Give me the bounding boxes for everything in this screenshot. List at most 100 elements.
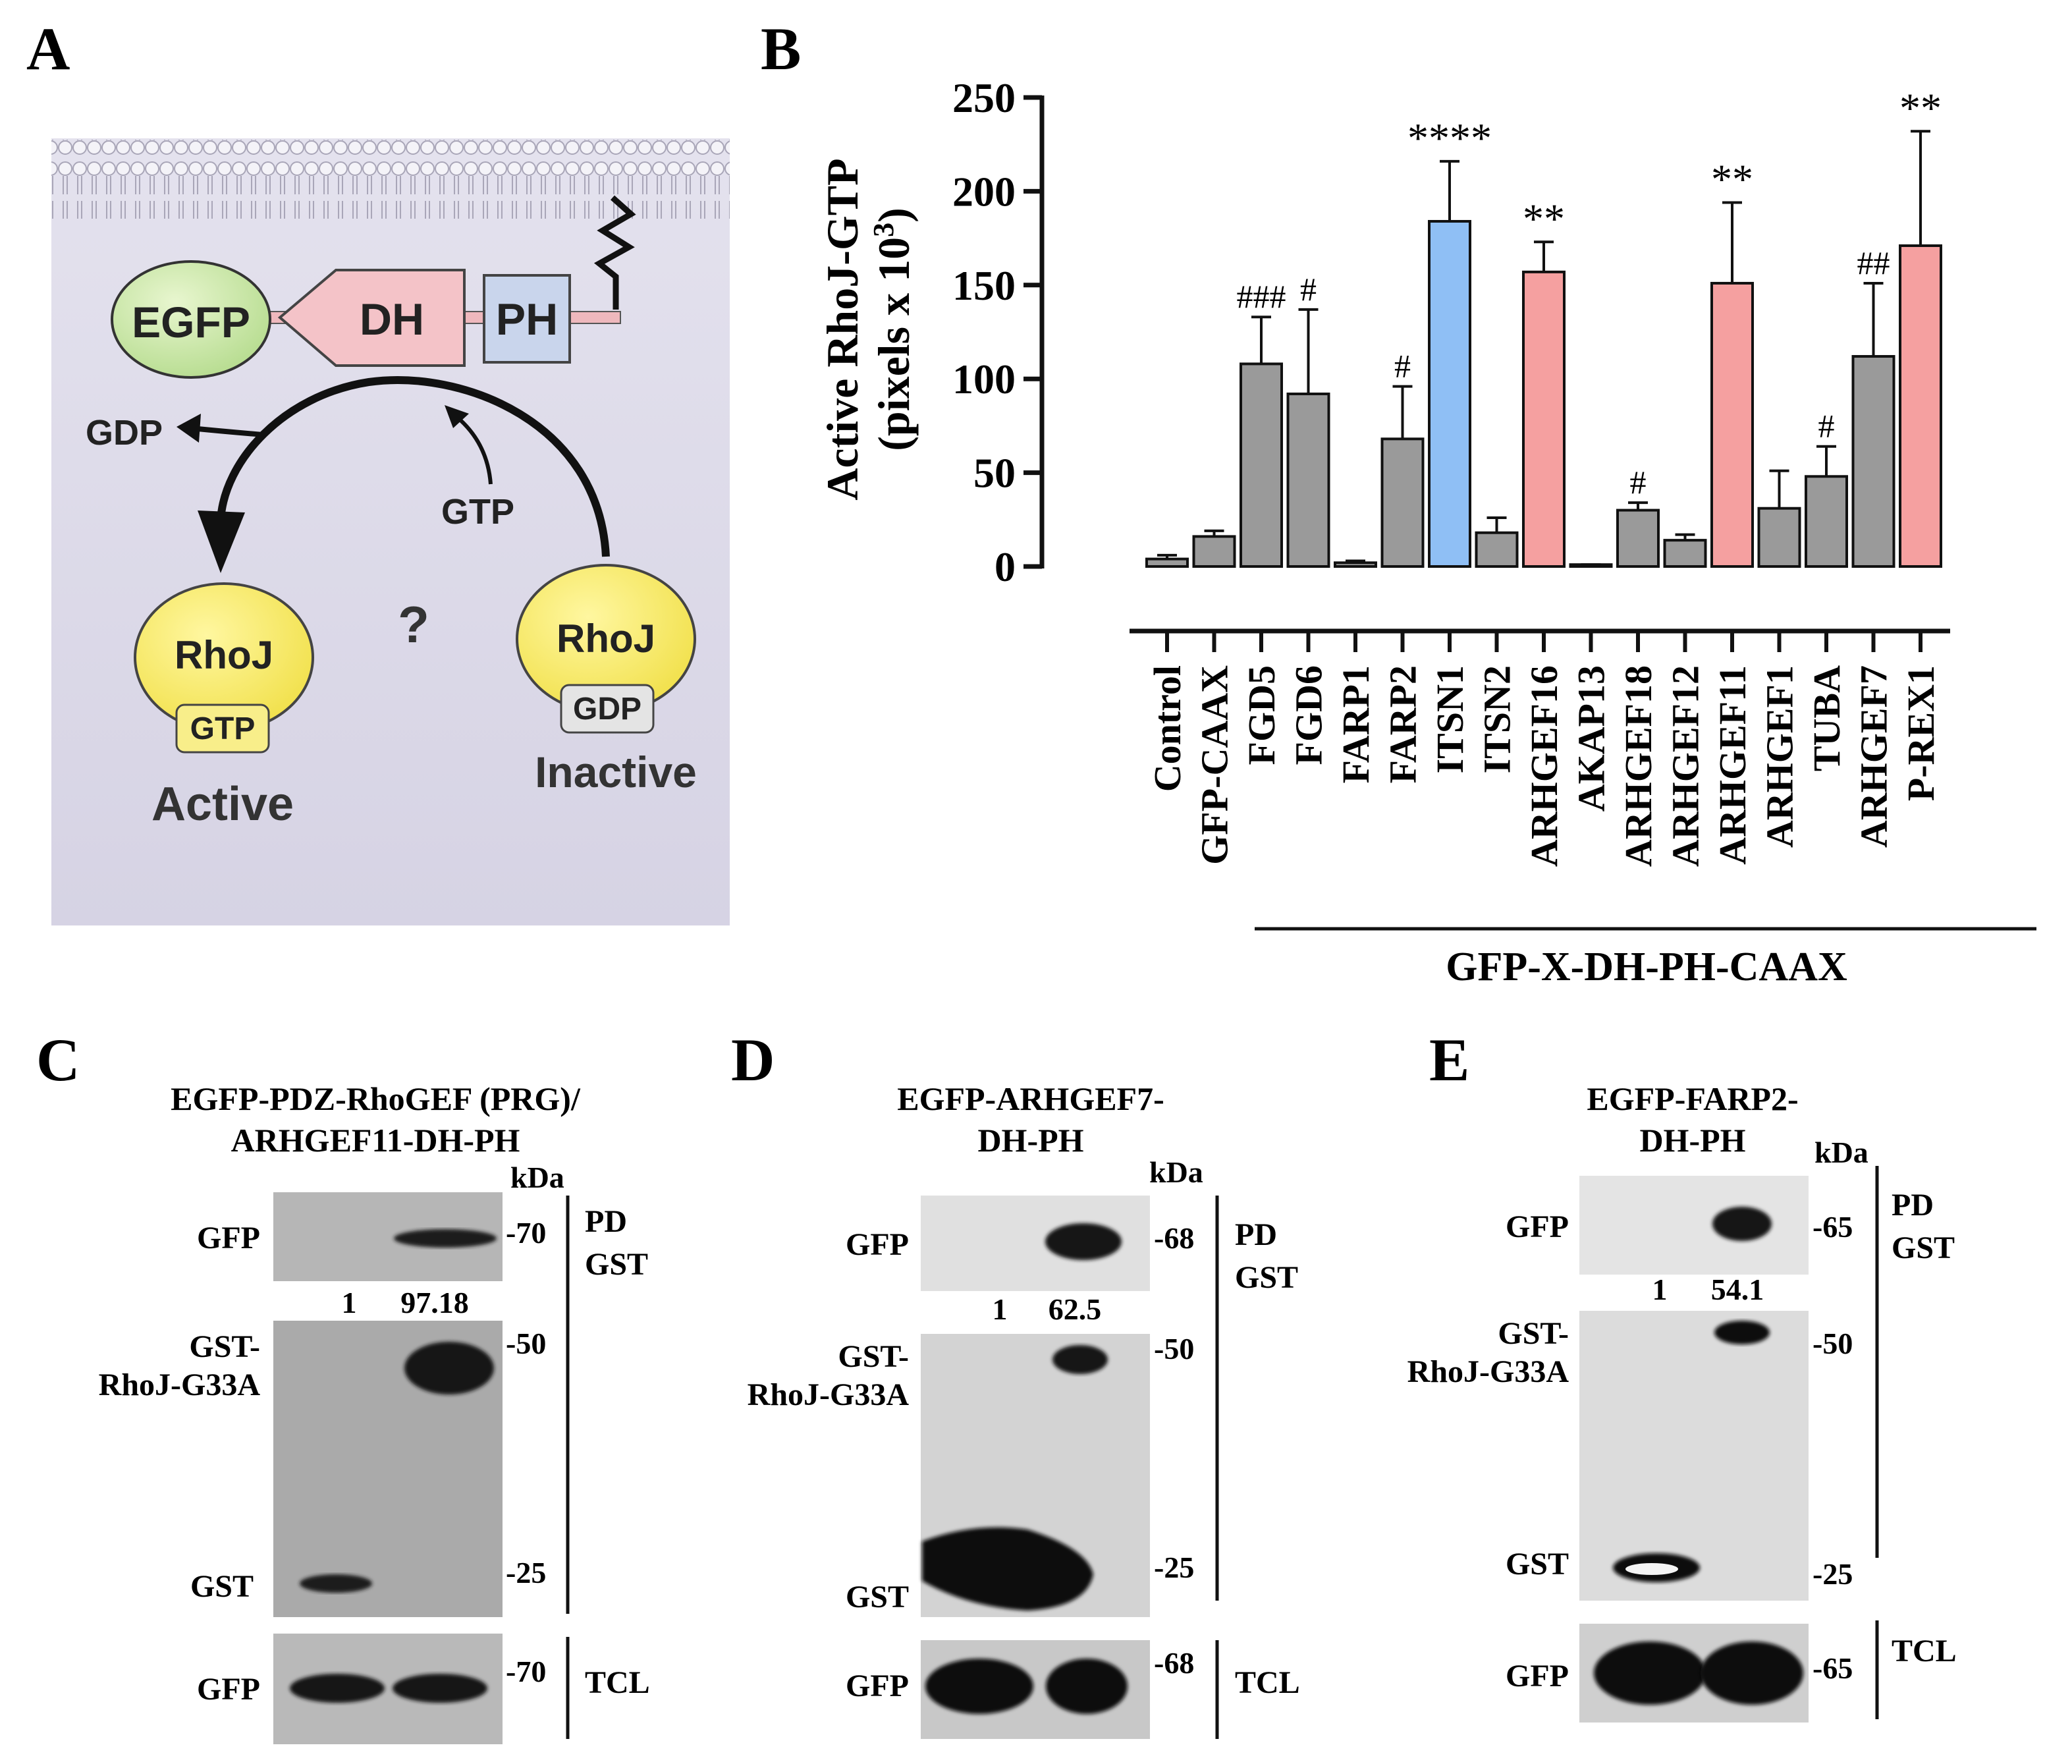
pd-label: PD	[585, 1204, 627, 1239]
bar	[1569, 563, 1613, 568]
x-tick-label: AKAP13	[1570, 665, 1613, 812]
arrowhead	[177, 414, 201, 443]
x-tick-label: ARHGEF18	[1617, 665, 1660, 867]
gst-rhoj-label-2: RhoJ-G33A	[1407, 1354, 1569, 1389]
bar	[1334, 561, 1377, 568]
marker: -70	[506, 1216, 546, 1250]
quant-lane2: 97.18	[400, 1286, 469, 1319]
x-axis: Control GFP-CAAX FGD5 FGD6 FARP1 FARP2 ITSN1 IT…	[1130, 628, 1950, 867]
marker: -70	[506, 1655, 546, 1688]
y-tick-label: 150	[952, 262, 1016, 309]
band	[300, 1574, 372, 1593]
lipid-anchor	[593, 195, 636, 310]
y-axis-label-line2: (pixels x 103)	[867, 207, 919, 451]
quant-lane2: 54.1	[1711, 1273, 1764, 1306]
y-tick-label: 200	[952, 168, 1016, 215]
gfp-tcl-label: GFP	[1506, 1659, 1569, 1694]
blot-c-gfp-label: GFP	[197, 1221, 260, 1255]
gtp-binding-arrow	[453, 413, 493, 485]
blot-d-gfp-label: GFP	[846, 1227, 909, 1262]
significance-mark: ##	[1857, 244, 1890, 281]
x-tick-label: ITSN2	[1476, 665, 1519, 773]
band	[1046, 1659, 1128, 1714]
significance-mark: #	[1300, 271, 1317, 308]
band	[1052, 1345, 1108, 1374]
x-tick-label: ITSN1	[1429, 665, 1471, 773]
marker: -50	[1154, 1332, 1194, 1365]
arrowhead	[198, 510, 245, 573]
gtp-in-label: GTP	[441, 492, 514, 532]
schematic-panel: EGFP DH PH GDP GTP ? RhoJ GTP Active Rho…	[51, 138, 730, 925]
bar-chart: Active RhoJ-GTP (pixels x 103) 0 50 100 150…	[817, 74, 2036, 989]
band	[1714, 1321, 1770, 1344]
rhoj-inactive-label: RhoJ	[557, 617, 655, 661]
marker: -65	[1813, 1210, 1853, 1244]
gdp-bound-box	[560, 684, 655, 734]
bar	[1616, 509, 1660, 568]
x-tick-label: FGD5	[1240, 665, 1283, 765]
blot-e-gfp-label: GFP	[1506, 1209, 1569, 1244]
blot-e-gfp-pd-membrane	[1579, 1176, 1809, 1275]
band	[1594, 1641, 1706, 1705]
y-tick-label: 0	[995, 543, 1016, 590]
blot-c-title-line1: EGFP-PDZ-RhoGEF (PRG)/	[171, 1080, 581, 1117]
question-mark: ?	[398, 595, 429, 653]
pd-label: PD	[1892, 1188, 1934, 1223]
band	[1045, 1223, 1122, 1260]
gst-rhoj-label-1: GST-	[838, 1339, 909, 1374]
bar	[1663, 539, 1707, 568]
egfp-label: EGFP	[132, 298, 250, 346]
band	[404, 1342, 494, 1394]
band	[1701, 1641, 1803, 1705]
band-highlight	[1625, 1563, 1678, 1575]
x-tick-label: ARHGEF1	[1758, 665, 1801, 848]
significance-mark: **	[1899, 84, 1942, 131]
band	[925, 1659, 1033, 1714]
tcl-label: TCL	[1892, 1634, 1957, 1668]
bar	[1428, 219, 1471, 568]
marker: -65	[1813, 1651, 1853, 1685]
linker	[567, 311, 621, 324]
x-tick-label: GFP-CAAX	[1193, 665, 1236, 865]
dh-domain	[277, 269, 466, 367]
x-tick-label: P-REX1	[1899, 665, 1942, 801]
marker: -50	[1813, 1327, 1853, 1360]
kda-label: kDa	[510, 1161, 564, 1194]
panel-letter-b: B	[761, 15, 801, 82]
rhoj-active-label: RhoJ	[175, 633, 273, 677]
inactive-label: Inactive	[535, 748, 697, 796]
significance-mark: #	[1818, 408, 1835, 445]
panel-letter-a: A	[26, 15, 70, 82]
bar	[1522, 270, 1566, 568]
x-tick-label: ARHGEF16	[1523, 665, 1566, 867]
bars: ### ##******#**###**	[1145, 84, 1942, 568]
exchange-arrow	[217, 376, 610, 557]
bar	[1475, 531, 1519, 568]
significance-mark: ###	[1237, 278, 1286, 315]
band	[290, 1674, 385, 1703]
marker: -68	[1154, 1646, 1194, 1680]
band	[393, 1674, 487, 1703]
gst-rhoj-label-1: GST-	[1498, 1316, 1569, 1351]
tcl-label: TCL	[585, 1665, 650, 1700]
y-tick-label: 250	[952, 74, 1016, 121]
tcl-label: TCL	[1235, 1665, 1300, 1700]
significance-mark: #	[1630, 464, 1647, 501]
gfp-tcl-label: GFP	[846, 1668, 909, 1703]
blot-e-gst-membrane	[1579, 1311, 1809, 1601]
gdp-bound-label: GDP	[573, 692, 641, 727]
band	[1712, 1207, 1772, 1241]
kda-label: kDa	[1149, 1155, 1203, 1189]
ph-label: PH	[496, 294, 558, 345]
quant-lane1: 1	[993, 1292, 1008, 1326]
bar	[1757, 507, 1801, 568]
quant-lane1: 1	[342, 1286, 357, 1319]
blot-d-title-line2: DH-PH	[977, 1122, 1083, 1159]
x-tick-label: FARP2	[1382, 665, 1425, 783]
marker: -25	[506, 1556, 546, 1589]
x-tick-label: ARHGEF11	[1711, 665, 1754, 865]
bar	[1380, 437, 1425, 568]
egfp-domain	[111, 260, 271, 379]
y-tick-label: 100	[952, 356, 1016, 402]
